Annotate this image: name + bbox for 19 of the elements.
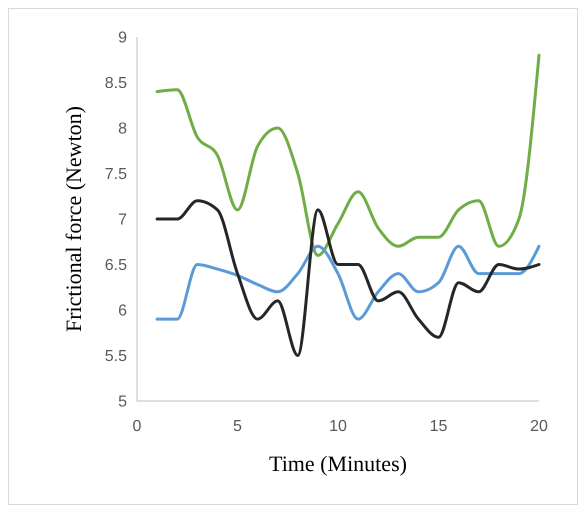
y-tick-label: 5.5 — [104, 348, 128, 366]
y-tick-label: 8.5 — [104, 75, 128, 92]
x-tick-label: 10 — [329, 418, 347, 435]
y-tick-label: 8 — [118, 120, 128, 138]
x-tick-label: 15 — [430, 418, 448, 435]
x-tick-label: 20 — [530, 418, 548, 435]
y-tick-label: 6.5 — [104, 257, 128, 274]
x-tick-label: 0 — [132, 418, 142, 435]
line-series — [156, 199, 540, 357]
y-tick-label: 7 — [118, 212, 128, 229]
y-tick-label: 5 — [118, 394, 128, 411]
line-series — [156, 54, 540, 257]
x-tick-label: 5 — [233, 418, 242, 435]
y-tick-label: 7.5 — [104, 166, 128, 184]
y-tick-label: 9 — [118, 30, 128, 47]
x-axis-title: Time (Minutes) — [269, 451, 407, 476]
line-series — [156, 244, 540, 321]
y-axis-title: Frictional force (Newton) — [61, 106, 86, 332]
y-tick-label: 6 — [118, 302, 128, 320]
